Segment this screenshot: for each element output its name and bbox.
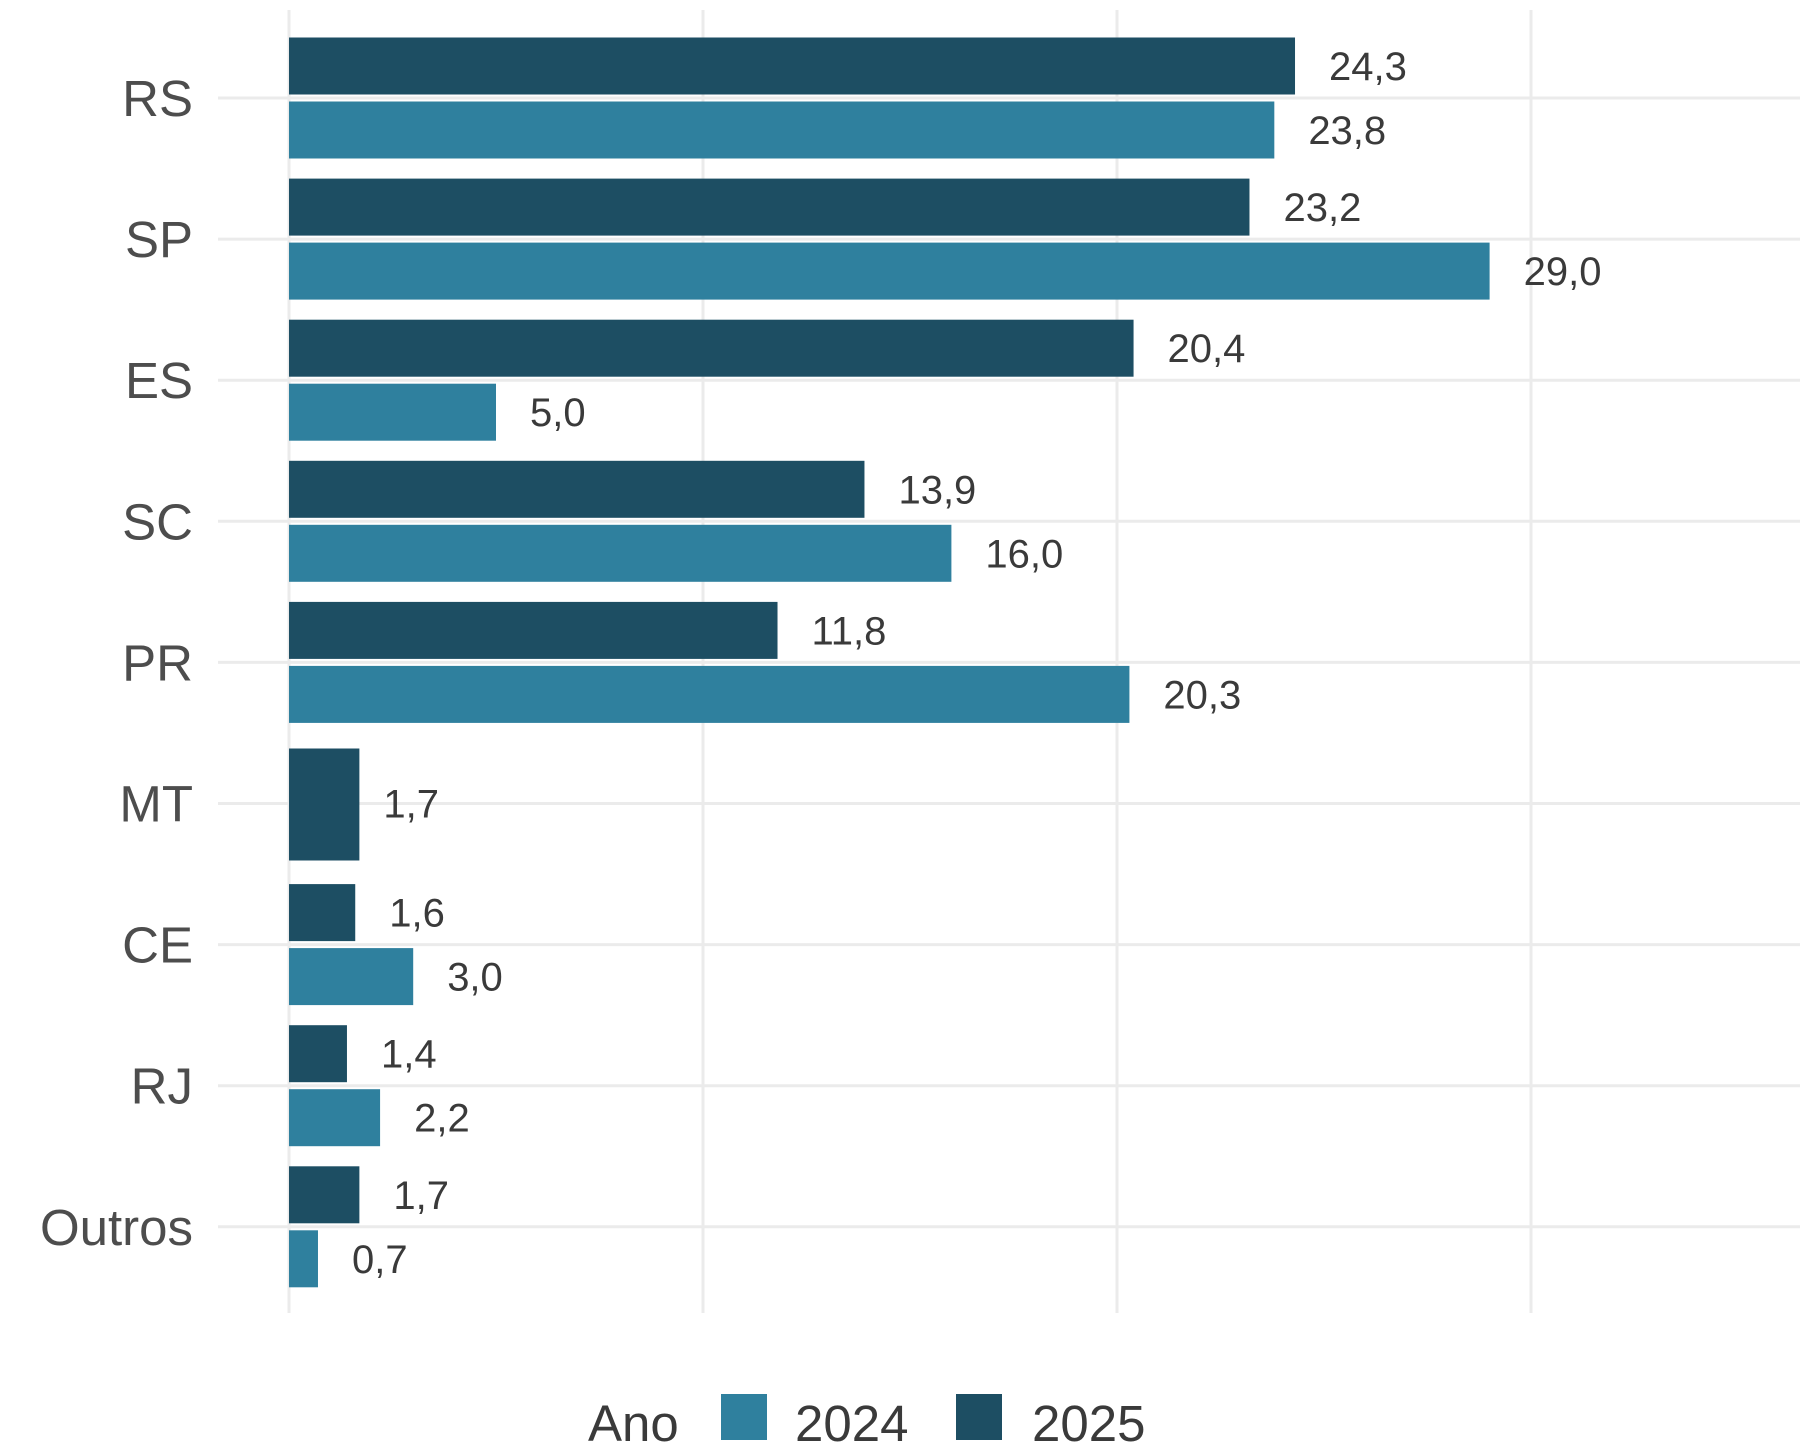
legend: Ano 2024 2025 xyxy=(588,1394,1145,1444)
value-label: 2,2 xyxy=(414,1097,470,1141)
value-label: 1,7 xyxy=(393,1174,449,1218)
bar-2024 xyxy=(289,383,496,441)
bar-2025 xyxy=(289,37,1296,95)
legend-title: Ano xyxy=(588,1395,679,1444)
bar-2025 xyxy=(289,178,1250,236)
category-label: MT xyxy=(119,776,193,833)
value-label: 3,0 xyxy=(447,956,503,1000)
bar-2024 xyxy=(289,242,1490,300)
bar-2024 xyxy=(289,1089,381,1147)
category-label: PR xyxy=(122,634,193,691)
value-label: 20,4 xyxy=(1168,327,1246,371)
category-labels: RS SP ES SC PR MT CE RJ Outros xyxy=(40,70,193,1256)
legend-swatch-2024 xyxy=(721,1394,767,1440)
category-label: RJ xyxy=(131,1058,193,1115)
bar-2025 xyxy=(289,884,356,942)
legend-label-2025: 2025 xyxy=(1032,1395,1145,1444)
value-labels: 24,3 23,8 23,2 29,0 20,4 5,0 13,916,0 11,8 20,3 1… xyxy=(352,45,1601,1282)
bar-2024 xyxy=(289,1230,318,1288)
value-label: 1,6 xyxy=(389,892,445,936)
value-label: 0,7 xyxy=(352,1238,408,1282)
bar-2024 xyxy=(289,524,952,582)
value-label: 20,3 xyxy=(1163,673,1241,717)
bars xyxy=(289,37,1490,1288)
category-label: Outros xyxy=(40,1199,193,1256)
value-label: 11,8 xyxy=(812,609,887,653)
value-label: 13,9 xyxy=(898,468,976,512)
category-label: RS xyxy=(122,70,193,127)
bar-2025 xyxy=(289,601,778,659)
bar-2025 xyxy=(289,1166,360,1224)
category-label: SP xyxy=(125,211,193,268)
value-label: 16,0 xyxy=(985,532,1063,576)
value-label: 23,2 xyxy=(1283,186,1361,230)
bar-2024 xyxy=(289,101,1275,159)
value-label: 1,7 xyxy=(383,783,439,827)
bar-2025 xyxy=(289,748,360,861)
category-label: ES xyxy=(125,352,193,409)
bar-2025 xyxy=(289,1025,347,1083)
value-label: 29,0 xyxy=(1524,250,1602,294)
legend-label-2024: 2024 xyxy=(795,1395,908,1444)
value-label: 1,4 xyxy=(381,1033,437,1077)
legend-swatch-2025 xyxy=(956,1394,1002,1440)
bar-2024 xyxy=(289,665,1130,723)
value-label: 5,0 xyxy=(530,391,586,435)
value-label: 23,8 xyxy=(1308,109,1386,153)
category-label: CE xyxy=(122,917,193,974)
bar-2025 xyxy=(289,319,1134,377)
bar-2024 xyxy=(289,948,414,1006)
category-label: SC xyxy=(122,493,193,550)
value-label: 24,3 xyxy=(1329,45,1407,89)
bar-2025 xyxy=(289,460,865,518)
